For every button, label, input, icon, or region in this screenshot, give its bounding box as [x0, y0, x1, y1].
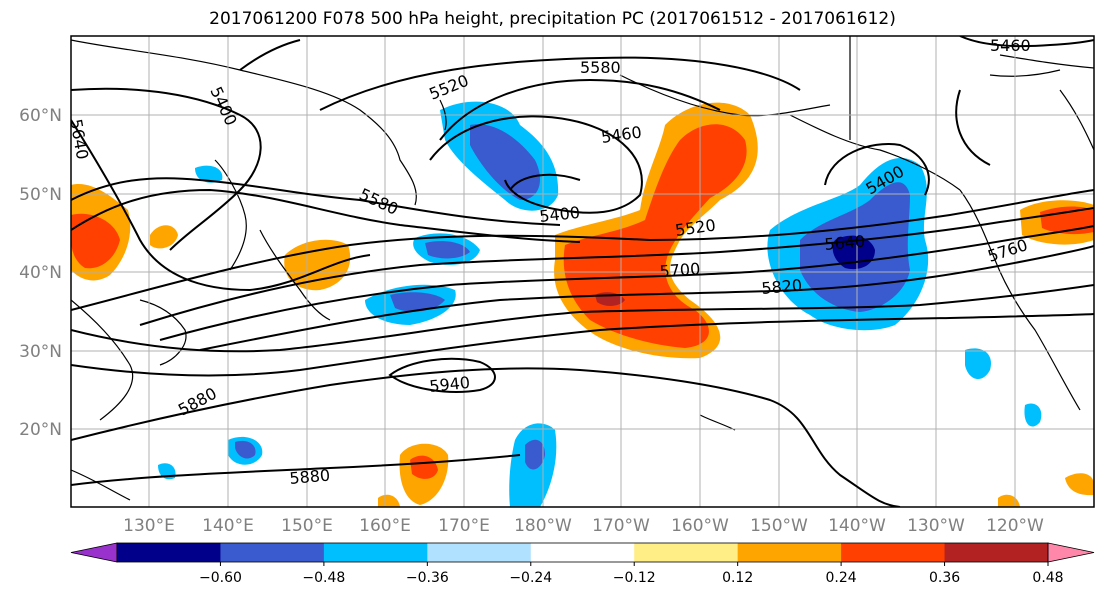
contour-label: 5700 [659, 259, 701, 281]
lat-label: 40°N [19, 263, 62, 283]
contour-label: 5880 [289, 466, 331, 488]
lon-label: 170°W [592, 516, 650, 536]
colorbar-bin [220, 543, 325, 562]
colorbar-tick-label: −0.24 [509, 570, 552, 586]
negative-anomaly-region [525, 439, 545, 470]
colorbar-tick-label: −0.36 [406, 570, 449, 586]
contour-label: 5460 [990, 36, 1031, 55]
lon-label: 180°W [514, 516, 572, 536]
negative-anomaly-region [390, 292, 445, 312]
colorbar-tick-label: −0.60 [199, 570, 242, 586]
lon-label: 140°W [828, 516, 886, 536]
lat-label: 30°N [19, 342, 62, 362]
colorbar-bin [323, 543, 428, 562]
negative-anomaly-region [1024, 403, 1042, 427]
contour-label: 5640 [824, 232, 866, 254]
lon-label: 150°W [750, 516, 808, 536]
colorbar-bin [634, 543, 739, 562]
map-title: 2017061200 F078 500 hPa height, precipit… [209, 9, 896, 29]
negative-anomaly-region [965, 348, 991, 380]
contour-label: 5820 [761, 276, 803, 298]
lon-label: 160°W [671, 516, 729, 536]
colorbar-tick-label: −0.48 [302, 570, 345, 586]
positive-anomaly-region [1065, 473, 1094, 496]
negative-anomaly-region [425, 241, 470, 259]
contour-label: 5400 [538, 203, 580, 226]
colorbar-bin [944, 543, 1049, 562]
colorbar-tick-label: −0.12 [613, 570, 656, 586]
lon-label: 170°E [438, 516, 490, 536]
positive-anomaly-region [563, 124, 747, 348]
lon-label: 120°W [986, 516, 1044, 536]
lat-label: 60°N [19, 106, 62, 126]
colorbar: −0.60 −0.48 −0.36 −0.24 −0.12 0.12 0.24 0.36 0.4… [70, 542, 1095, 586]
lon-label: 140°E [202, 516, 254, 536]
lon-label: 130°W [907, 516, 965, 536]
positive-anomaly-region [150, 225, 178, 249]
colorbar-tick-label: 0.12 [722, 570, 753, 586]
colorbar-bin [117, 543, 221, 562]
lon-label: 160°E [359, 516, 411, 536]
latitude-labels: 60°N 50°N 40°N 30°N 20°N [19, 106, 62, 440]
contour-label: 5580 [580, 58, 621, 77]
colorbar-bin [530, 543, 635, 562]
lon-label: 130°E [123, 516, 175, 536]
lat-label: 50°N [19, 185, 62, 205]
colorbar-tick-label: 0.36 [929, 570, 960, 586]
colorbar-bin [737, 543, 842, 562]
colorbar-tick-label: 0.24 [826, 570, 857, 586]
lon-label: 150°E [281, 516, 333, 536]
map-frame [70, 35, 1095, 508]
positive-anomaly-region [378, 494, 400, 507]
colorbar-bin [427, 543, 532, 562]
colorbar-extension-high [1047, 542, 1095, 563]
contour-label: 5640 [66, 118, 92, 161]
colorbar-border [116, 542, 1049, 563]
lat-label: 20°N [19, 420, 62, 440]
height-contours [71, 36, 1094, 507]
positive-anomaly-region [71, 213, 120, 269]
colorbar-extension-low [70, 542, 118, 563]
colorbar-bin [841, 543, 946, 562]
negative-anomaly-region [470, 124, 540, 200]
colorbar-tick-label: 0.48 [1032, 570, 1063, 586]
negative-anomaly-region [195, 165, 223, 183]
longitude-labels: 130°E 140°E 150°E 160°E 170°E 180°W 170°… [123, 516, 1044, 536]
contour-label: 5940 [428, 373, 470, 396]
negative-anomaly-region [235, 440, 256, 459]
